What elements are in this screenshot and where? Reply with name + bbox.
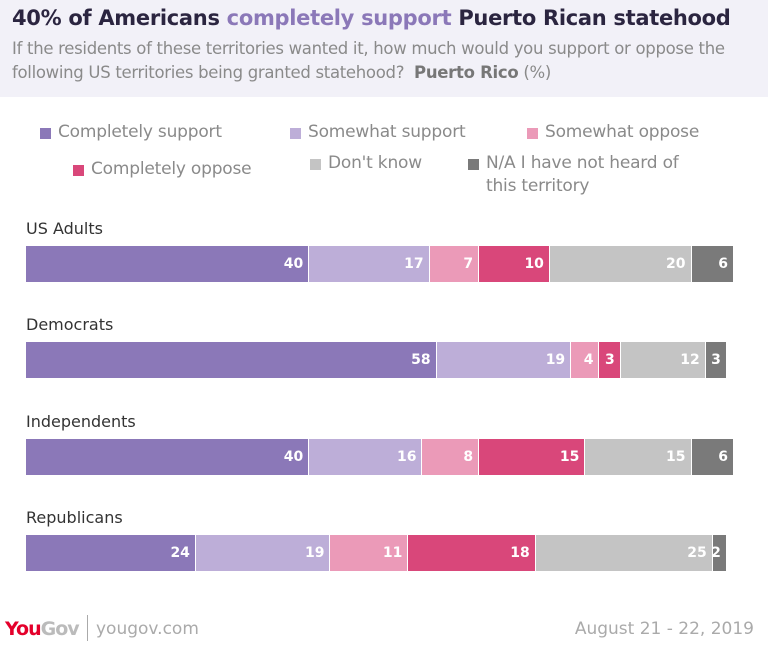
data-label: 10 (524, 256, 544, 272)
bar-segment (309, 438, 423, 475)
bar-segment (585, 438, 692, 475)
bar-segment (26, 342, 437, 379)
data-label: 24 (170, 544, 190, 561)
legend-swatch (40, 128, 51, 139)
data-label: 19 (304, 544, 325, 561)
data-label: 2 (711, 544, 721, 561)
bar-segment (26, 534, 196, 571)
data-label: 6 (718, 448, 728, 465)
bar-segment (195, 534, 331, 571)
legend-label: N/A I have not heard of this territory (486, 153, 679, 196)
legend-item: N/A I have not heard of this territory (468, 152, 688, 198)
data-label: 18 (510, 544, 530, 561)
bar-segment (599, 342, 621, 379)
data-label: 7 (463, 256, 474, 272)
footer-date: August 21 - 22, 2019 (574, 619, 754, 639)
header: 40% of Americans completely support Puer… (0, 0, 768, 97)
legend-swatch (310, 159, 321, 170)
bar-segment (479, 246, 550, 282)
bar-segment (309, 246, 430, 282)
bar-segment (712, 534, 727, 571)
data-label: 40 (283, 448, 304, 465)
data-label: 17 (404, 256, 424, 272)
legend-item: Somewhat oppose (527, 121, 699, 144)
category-label: Independents (26, 411, 136, 431)
data-label: 19 (545, 352, 566, 369)
bar-segment (429, 246, 480, 282)
data-label: 58 (411, 352, 431, 369)
category-label: Republicans (26, 507, 123, 527)
bar-segment (26, 246, 310, 282)
legend-label: Don't know (328, 153, 422, 173)
data-label: 6 (718, 256, 728, 272)
data-label: 16 (397, 448, 417, 465)
legend-item: Completely oppose (73, 158, 252, 181)
legend-swatch (527, 128, 538, 139)
chart-title: 40% of Americans completely support Puer… (12, 6, 731, 30)
data-label: 4 (583, 352, 594, 369)
data-label: 15 (559, 448, 580, 465)
bar-segment (479, 438, 586, 475)
data-label: 3 (604, 352, 615, 369)
bar-segment (330, 534, 409, 571)
legend-swatch (468, 159, 479, 170)
legend-label: Somewhat oppose (545, 122, 700, 142)
bar-segment (422, 438, 480, 475)
footer-url[interactable]: yougov.com (96, 619, 199, 639)
data-label: 40 (283, 256, 304, 272)
legend-item: Completely support (40, 121, 222, 144)
yougov-logo: YouGov (5, 618, 80, 640)
data-label: 25 (687, 544, 707, 561)
category-label: Democrats (26, 315, 114, 335)
legend-label: Somewhat support (308, 122, 466, 142)
bar-segment (549, 246, 692, 282)
legend-item: Somewhat support (290, 121, 466, 144)
chart-subtitle: If the residents of these territories wa… (12, 39, 725, 82)
legend-label: Completely support (58, 122, 222, 142)
data-label: 20 (666, 256, 686, 272)
bar-segment (691, 438, 734, 475)
legend-item: Don't know (310, 152, 422, 175)
data-label: 15 (666, 448, 686, 465)
data-label: 8 (463, 448, 474, 465)
bar-segment (436, 342, 572, 379)
data-label: 11 (382, 544, 403, 561)
bar-segment (571, 342, 600, 379)
legend-swatch (290, 128, 301, 139)
bar-segment (620, 342, 706, 379)
legend-swatch (73, 165, 84, 176)
category-label: US Adults (26, 219, 103, 238)
data-label: 3 (711, 352, 721, 369)
legend-label: Completely oppose (91, 159, 252, 179)
data-label: 12 (680, 352, 700, 369)
bar-segment (408, 534, 536, 571)
bar-segment (26, 438, 310, 475)
footer-divider (87, 615, 88, 641)
bar-segment (705, 342, 727, 379)
bar-segment (535, 534, 713, 571)
bar-segment (691, 246, 734, 282)
